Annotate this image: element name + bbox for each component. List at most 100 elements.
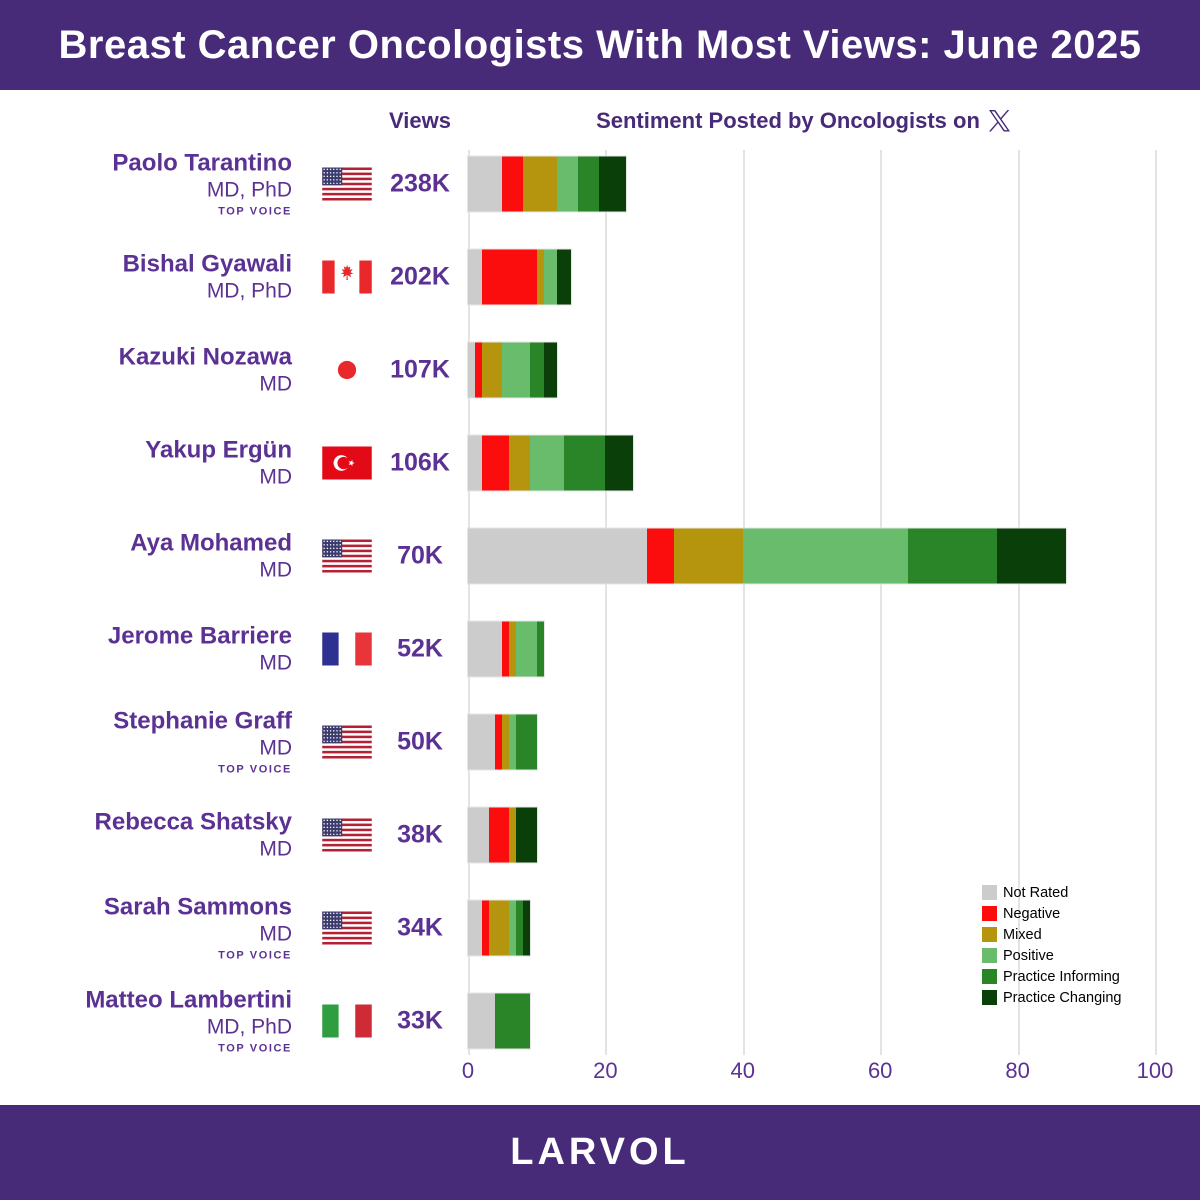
- sentiment-bar: [467, 899, 531, 956]
- oncologist-credentials: MD, PhD: [206, 279, 292, 302]
- views-count: 238K: [390, 169, 450, 197]
- legend-swatch: [982, 906, 997, 921]
- bar-segment-mixed: [674, 528, 743, 583]
- legend-label: Positive: [1003, 947, 1054, 964]
- bar-segment-positive: [557, 156, 578, 211]
- bar-segment-negative: [646, 528, 675, 583]
- bar-segment-positive: [502, 342, 530, 397]
- header-banner: Breast Cancer Oncologists With Most View…: [0, 0, 1200, 90]
- larvol-logo: LARVOL: [510, 1131, 690, 1173]
- oncologist-label: Kazuki Nozawa MD: [0, 343, 292, 396]
- oncologist-name: Matteo Lambertini: [85, 986, 292, 1013]
- bar-segment-practice-informing: [495, 993, 530, 1048]
- oncologist-name: Kazuki Nozawa: [118, 343, 292, 370]
- oncologist-credentials: MD: [259, 837, 292, 860]
- oncologist-label: Yakup Ergün MD: [0, 436, 292, 489]
- gridline: [1017, 150, 1020, 1055]
- bar-segment-mixed: [522, 156, 558, 211]
- bar-segment-not-rated: [468, 528, 647, 583]
- bar-segment-mixed: [509, 621, 517, 676]
- country-flag-icon-fr: [322, 632, 372, 665]
- gridline: [742, 150, 745, 1055]
- bar-segment-practice-changing: [543, 342, 558, 397]
- views-count: 202K: [390, 262, 450, 290]
- chart-plot-area: [468, 150, 1157, 1055]
- gridline: [880, 150, 883, 1055]
- gridline: [605, 150, 608, 1055]
- views-count: 107K: [390, 355, 450, 383]
- bar-segment-practice-changing: [598, 156, 626, 211]
- oncologist-label: Rebecca Shatsky MD: [0, 808, 292, 861]
- country-flag-icon-tr: [322, 446, 372, 479]
- bar-segment-practice-informing: [907, 528, 997, 583]
- sentiment-bar: [466, 341, 559, 398]
- legend-item: Practice Changing: [982, 987, 1122, 1008]
- oncologist-label: Bishal Gyawali MD, PhD: [0, 250, 292, 303]
- views-count: 50K: [397, 727, 443, 755]
- bar-segment-positive: [509, 900, 517, 955]
- legend-item: Mixed: [982, 924, 1122, 945]
- sentiment-bar: [467, 806, 538, 863]
- bar-segment-negative: [481, 249, 537, 304]
- sentiment-bar: [466, 248, 573, 305]
- oncologist-name: Jerome Barriere: [107, 622, 292, 649]
- bar-segment-practice-informing: [516, 900, 523, 955]
- sentiment-bar: [467, 434, 634, 491]
- x-axis: 0 20 40 60 80 100: [0, 1058, 1200, 1088]
- bar-segment-positive: [742, 528, 908, 583]
- oncologist-row: Matteo Lambertini MD, PhD TOP VOICE 33K: [0, 974, 1200, 1067]
- sentiment-bar: [467, 527, 1067, 584]
- sentiment-column-label: Sentiment Posted by Oncologists on: [596, 108, 980, 133]
- legend-item: Positive: [982, 945, 1122, 966]
- bar-segment-mixed: [488, 900, 510, 955]
- bar-segment-practice-changing: [516, 807, 537, 862]
- oncologist-label: Paolo Tarantino MD, PhD TOP VOICE: [0, 149, 292, 218]
- views-count: 70K: [397, 541, 443, 569]
- oncologist-name: Yakup Ergün: [145, 436, 292, 463]
- bar-segment-negative: [481, 435, 510, 490]
- bar-segment-practice-changing: [605, 435, 633, 490]
- oncologist-credentials: MD: [259, 651, 292, 674]
- views-count: 38K: [397, 820, 443, 848]
- oncologist-label: Matteo Lambertini MD, PhD TOP VOICE: [0, 986, 292, 1055]
- sentiment-bar: [467, 992, 531, 1049]
- bar-segment-not-rated: [468, 342, 475, 397]
- oncologist-name: Aya Mohamed: [130, 529, 292, 556]
- oncologist-label: Jerome Barriere MD: [0, 622, 292, 675]
- oncologist-row: Jerome Barriere MD 52K: [0, 602, 1200, 695]
- bar-segment-not-rated: [468, 993, 496, 1048]
- country-flag-icon-it: [322, 1004, 372, 1037]
- oncologist-label: Sarah Sammons MD TOP VOICE: [0, 893, 292, 962]
- views-count: 52K: [397, 634, 443, 662]
- bar-segment-positive: [516, 621, 537, 676]
- bar-segment-mixed: [481, 342, 503, 397]
- bar-segment-positive: [543, 249, 558, 304]
- bar-segment-practice-changing: [996, 528, 1066, 583]
- top-voice-badge: TOP VOICE: [218, 763, 292, 775]
- bar-segment-negative: [502, 156, 523, 211]
- bar-segment-negative: [481, 900, 489, 955]
- oncologist-row: Yakup Ergün MD 106K: [0, 416, 1200, 509]
- gridline: [468, 150, 470, 1055]
- bar-segment-not-rated: [468, 900, 482, 955]
- country-flag-icon-us: [322, 167, 372, 200]
- bar-segment-practice-informing: [564, 435, 606, 490]
- legend-label: Mixed: [1003, 926, 1042, 943]
- footer-banner: LARVOL: [0, 1105, 1200, 1200]
- oncologist-row: Stephanie Graff MD TOP VOICE 50K: [0, 695, 1200, 788]
- oncologist-credentials: MD: [259, 372, 292, 395]
- bar-segment-practice-changing: [557, 249, 572, 304]
- bar-segment-mixed: [502, 714, 510, 769]
- bar-segment-not-rated: [468, 249, 482, 304]
- legend-item: Not Rated: [982, 882, 1122, 903]
- bar-segment-positive: [529, 435, 565, 490]
- oncologist-row: Rebecca Shatsky MD 38K: [0, 788, 1200, 881]
- bar-segment-mixed: [536, 249, 544, 304]
- legend-label: Not Rated: [1003, 884, 1069, 901]
- legend-label: Negative: [1003, 905, 1061, 922]
- country-flag-icon-ca: [322, 260, 372, 293]
- x-axis-tick-label: 60: [867, 1058, 893, 1083]
- bar-segment-practice-informing: [516, 714, 537, 769]
- legend-swatch: [982, 885, 997, 900]
- sentiment-bar: [467, 620, 545, 677]
